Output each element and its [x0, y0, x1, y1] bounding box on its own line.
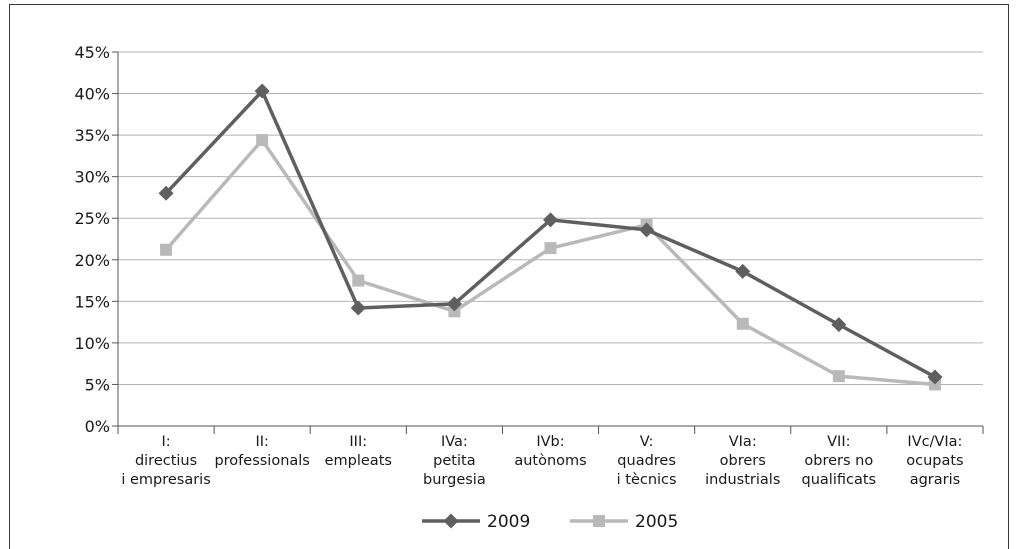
x-category-label: IVa: — [441, 434, 468, 450]
x-category-label: IVc/VIa: — [907, 434, 962, 450]
data-point-2009 — [543, 212, 558, 228]
y-tick-label: 45% — [74, 43, 110, 62]
data-point-2009 — [927, 369, 943, 385]
x-category-label: VIa: — [729, 434, 757, 450]
y-tick-label: 5% — [85, 375, 110, 394]
x-category-label: petita — [433, 453, 475, 469]
data-point-2009 — [350, 300, 366, 316]
legend-label-2005: 2005 — [635, 512, 678, 532]
data-point-2005 — [544, 242, 557, 255]
y-tick-label: 35% — [74, 126, 110, 145]
data-point-2005 — [352, 274, 365, 287]
legend-marker-2009 — [443, 513, 459, 529]
y-tick-label: 25% — [74, 209, 110, 228]
data-point-2009 — [639, 222, 655, 238]
y-tick-label: 40% — [74, 85, 110, 104]
y-tick-label: 15% — [74, 292, 110, 311]
y-tick-label: 30% — [74, 168, 110, 187]
x-category-label: autònoms — [514, 453, 586, 469]
y-tick-label: 10% — [74, 334, 110, 353]
chart-frame — [9, 4, 1009, 549]
data-point-2009 — [254, 83, 270, 99]
x-category-label: quadres — [617, 453, 676, 469]
legend-marker-2005 — [593, 515, 605, 527]
y-tick-label: 0% — [85, 417, 110, 436]
x-category-label: obrers — [720, 453, 766, 469]
x-category-label: VII: — [827, 434, 850, 450]
x-category-label: directius — [135, 453, 197, 469]
x-category-label: burgesia — [423, 472, 486, 488]
x-category-label: empleats — [325, 453, 392, 469]
data-point-2005 — [832, 370, 845, 383]
x-category-label: qualificats — [802, 472, 877, 488]
data-point-2009 — [735, 263, 751, 279]
x-category-label: industrials — [705, 472, 780, 488]
x-category-label: III: — [349, 434, 367, 450]
data-point-2009 — [158, 185, 174, 201]
data-point-2005 — [736, 317, 749, 330]
x-category-label: I: — [161, 434, 170, 450]
data-point-2005 — [256, 134, 269, 147]
x-category-label: agraris — [910, 472, 960, 488]
x-category-label: i tècnics — [617, 472, 677, 488]
x-category-label: i empresaris — [121, 472, 210, 488]
x-category-label: obrers no — [804, 453, 873, 469]
x-category-label: professionals — [214, 453, 309, 469]
data-point-2009 — [831, 317, 847, 333]
x-category-label: V: — [640, 434, 654, 450]
x-category-label: ocupats — [906, 453, 963, 469]
data-point-2005 — [160, 243, 173, 256]
x-category-label: IVb: — [536, 434, 564, 450]
series-line-2009 — [164, 89, 936, 379]
data-point-2009 — [446, 296, 462, 312]
x-category-label: II: — [255, 434, 268, 450]
y-tick-label: 20% — [74, 251, 110, 270]
legend-label-2009: 2009 — [487, 512, 530, 532]
